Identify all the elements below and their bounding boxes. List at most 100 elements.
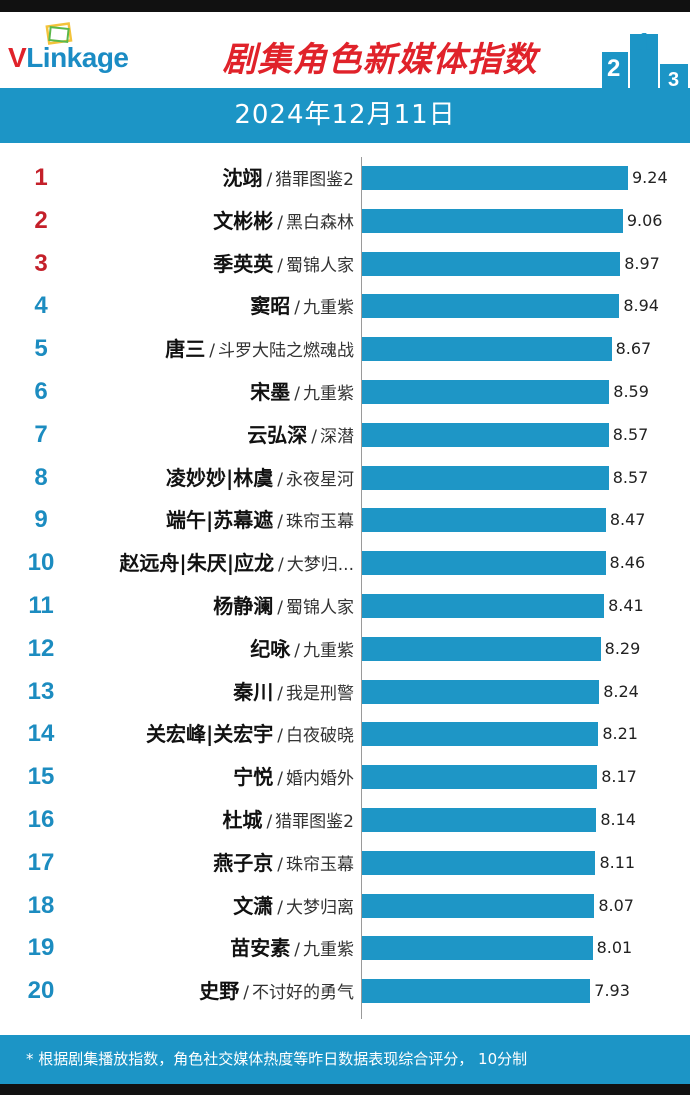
show-title: 斗罗大陆之燃魂战 [218,341,354,362]
chart-bar [362,508,606,533]
label-separator: / [294,298,300,319]
rank-number: 10 [27,549,55,577]
label-separator: / [243,983,249,1004]
chart-row: 9 端午|苏幕遮 / 珠帘玉幕 8.47 [0,499,690,542]
rank-number: 3 [34,249,48,277]
label-separator: / [266,812,273,832]
rank-number: 1 [34,164,48,191]
data-label: 9.06 [626,210,663,230]
podium-digit-2: 2 [607,55,620,82]
rank-number: 6 [34,378,48,405]
chart-bar [362,337,612,362]
chart-row: 5 唐三 / 斗罗大陆之燃魂战 8.67 [0,328,690,371]
chart-bar [362,422,609,447]
data-label: 8.97 [624,253,660,273]
row-label: 苗安素 / 九重紫 [230,935,354,963]
chart-bar [362,465,609,490]
rank-number: 20 [27,977,55,1005]
chart-bar [362,893,595,918]
chart-bar [362,636,601,661]
row-label: 端午|苏幕遮 / 珠帘玉幕 [166,507,354,535]
data-label: 8.29 [604,638,641,658]
page-title: 剧集角色新媒体指数 [222,40,538,80]
data-label: 8.01 [596,938,633,958]
row-label: 赵远舟|朱厌|应龙 / 大梦归... [119,550,354,578]
character-name: 关宏峰|关宏宇 [145,722,274,747]
character-name: 杜城 [222,808,263,832]
show-title: 蜀锦人家 [286,598,354,618]
chart-row: 18 文潇 / 大梦归离 8.07 [0,885,690,928]
chart-bar [362,166,628,190]
character-name: 燕子京 [213,850,274,875]
data-label: 9.24 [632,168,668,187]
show-title: 九重紫 [303,940,354,961]
data-label: 7.93 [594,981,630,1001]
row-label: 宁悦 / 婚内婚外 [233,764,354,792]
chart-card: VLinkage 剧集角色新媒体指数 2 1 3 2024年12月11日 1 沈翊… [0,12,690,1084]
podium-digit-3: 3 [668,69,679,90]
label-separator: / [278,555,284,576]
chart-row: 16 杜城 / 猎罪图鉴2 8.14 [0,799,690,842]
chart-row: 8 凌妙妙|林虞 / 永夜星河 8.57 [0,457,690,500]
show-title: 珠帘玉幕 [286,512,354,533]
chart-row: 17 燕子京 / 珠帘玉幕 8.11 [0,842,690,885]
chart-row: 14 关宏峰|关宏宇 / 白夜破晓 8.21 [0,713,690,756]
chart-row: 13 秦川 / 我是刑警 8.24 [0,671,690,714]
chart-bar [362,936,593,961]
logo-v: V [8,42,27,73]
show-title: 九重紫 [303,298,354,319]
label-separator: / [294,940,300,961]
chart-bar [362,594,605,618]
chart-row: 12 纪咏 / 九重紫 8.29 [0,628,690,671]
logo-text: Linkage [26,42,129,73]
character-name: 宁悦 [233,765,274,790]
rank-number: 14 [27,720,55,748]
label-separator: / [277,512,283,533]
data-label: 8.11 [599,852,636,872]
character-name: 凌妙妙|林虞 [165,465,274,490]
data-label: 8.24 [603,681,639,701]
chart-row: 3 季英英 / 蜀锦人家 8.97 [0,243,690,286]
character-name: 苗安素 [230,936,291,961]
character-name: 文潇 [233,893,274,918]
chart-row: 19 苗安素 / 九重紫 8.01 [0,927,690,970]
rank-number: 4 [34,292,48,320]
row-label: 史野 / 不讨好的勇气 [199,978,354,1006]
footer-note: * 根据剧集播放指数，角色社交媒体热度等昨日数据表现综合评分， 10分制 [0,1035,690,1084]
rank-number: 11 [28,592,54,619]
data-label: 8.14 [600,810,636,829]
chart-bar [362,251,621,276]
chart-row: 6 宋墨 / 九重紫 8.59 [0,371,690,414]
rank-number: 15 [27,763,55,791]
row-label: 云弘深 / 深潜 [247,422,354,450]
label-separator: / [311,426,317,447]
label-separator: / [277,683,283,704]
chart-row: 10 赵远舟|朱厌|应龙 / 大梦归... 8.46 [0,542,690,585]
data-label: 8.46 [609,553,646,573]
rank-number: 16 [27,806,55,833]
data-label: 8.57 [612,424,649,444]
character-name: 窦昭 [250,294,291,319]
show-title: 大梦归离 [286,897,354,918]
character-name: 唐三 [165,337,206,362]
show-title: 猎罪图鉴2 [275,812,354,832]
rank-number: 19 [27,934,55,962]
row-label: 宋墨 / 九重紫 [250,379,354,407]
character-name: 赵远舟|朱厌|应龙 [119,551,275,576]
row-label: 秦川 / 我是刑警 [233,679,354,707]
row-label: 杜城 / 猎罪图鉴2 [222,807,354,835]
chart-row: 20 史野 / 不讨好的勇气 7.93 [0,970,690,1013]
podium-icon: 2 1 3 [602,27,688,90]
row-label: 唐三 / 斗罗大陆之燃魂战 [165,336,354,364]
chart-bar [362,679,600,704]
show-title: 九重紫 [303,640,354,661]
label-separator: / [294,640,300,661]
show-title: 不讨好的勇气 [252,983,354,1004]
bar-chart: 1 沈翊 / 猎罪图鉴2 9.24 2 文彬彬 / 黑白森林 9.06 3 季英英 / 蜀锦人家 8.97 4… [0,157,690,1037]
data-label: 8.21 [602,724,638,744]
data-label: 8.17 [601,767,637,787]
row-label: 窦昭 / 九重紫 [250,293,354,321]
row-label: 文潇 / 大梦归离 [233,893,354,921]
row-label: 文彬彬 / 黑白森林 [213,208,354,236]
